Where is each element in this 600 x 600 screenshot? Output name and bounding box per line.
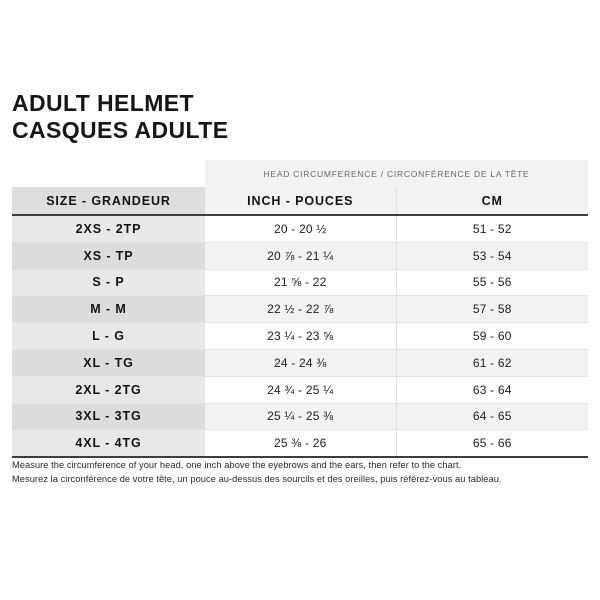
cell-cm: 64 - 65 (395, 403, 588, 431)
cell-inch: 25 ¼ - 25 ⅜ (205, 403, 396, 431)
table-head: HEAD CIRCUMFERENCE / CIRCONFÉRENCE DE LA… (12, 160, 588, 216)
cell-cm: 65 - 66 (395, 429, 588, 459)
table-row: XL - TG 24 - 24 ⅜ 61 - 62 (12, 349, 588, 377)
cell-size: 4XL - 4TG (12, 429, 205, 459)
footnote-line-english: Measure the circumference of your head, … (12, 460, 462, 470)
cell-cm: 59 - 60 (395, 322, 588, 350)
table-row: 4XL - 4TG 25 ⅜ - 26 65 - 66 (12, 429, 588, 459)
size-chart-table: HEAD CIRCUMFERENCE / CIRCONFÉRENCE DE LA… (12, 160, 588, 459)
cell-size: S - P (12, 269, 205, 297)
column-header-cm: CM (395, 187, 588, 216)
cell-inch: 22 ½ - 22 ⅞ (205, 295, 396, 324)
table-row: L - G 23 ¼ - 23 ⅝ 59 - 60 (12, 322, 588, 350)
cell-inch: 25 ⅜ - 26 (205, 429, 396, 459)
column-header-size: SIZE - GRANDEUR (12, 187, 205, 216)
span-header-row: HEAD CIRCUMFERENCE / CIRCONFÉRENCE DE LA… (12, 160, 588, 187)
cell-cm: 63 - 64 (395, 376, 588, 404)
table-row: S - P 21 ⅝ - 22 55 - 56 (12, 269, 588, 297)
span-header-spacer (12, 160, 205, 187)
cell-inch: 24 ¾ - 25 ¼ (205, 376, 396, 404)
title-line-english: ADULT HELMET (12, 90, 194, 116)
column-header-row: SIZE - GRANDEUR INCH - POUCES CM (12, 187, 588, 216)
page-title: ADULT HELMET CASQUES ADULTE (12, 90, 228, 144)
cell-size: 2XS - 2TP (12, 215, 205, 243)
cell-cm: 61 - 62 (395, 349, 588, 377)
cell-size: 3XL - 3TG (12, 403, 205, 431)
cell-inch: 20 ⅞ - 21 ¼ (205, 242, 396, 270)
table-row: 2XS - 2TP 20 - 20 ½ 51 - 52 (12, 215, 588, 243)
cell-size: 2XL - 2TG (12, 376, 205, 404)
cell-size: XS - TP (12, 242, 205, 270)
table-row: XS - TP 20 ⅞ - 21 ¼ 53 - 54 (12, 242, 588, 270)
measurement-instructions: Measure the circumference of your head, … (12, 459, 588, 486)
cell-cm: 57 - 58 (395, 295, 588, 324)
cell-size: M - M (12, 295, 205, 324)
column-header-inch: INCH - POUCES (205, 187, 396, 216)
cell-cm: 55 - 56 (395, 269, 588, 297)
cell-inch: 20 - 20 ½ (205, 215, 396, 243)
table-row: M - M 22 ½ - 22 ⅞ 57 - 58 (12, 295, 588, 324)
cell-cm: 51 - 52 (395, 215, 588, 243)
table-body: 2XS - 2TP 20 - 20 ½ 51 - 52 XS - TP 20 ⅞… (12, 215, 588, 459)
span-header-head-circumference: HEAD CIRCUMFERENCE / CIRCONFÉRENCE DE LA… (205, 160, 588, 187)
cell-size: XL - TG (12, 349, 205, 377)
cell-inch: 23 ¼ - 23 ⅝ (205, 322, 396, 350)
title-line-french: CASQUES ADULTE (12, 117, 229, 143)
cell-size: L - G (12, 322, 205, 350)
table-row: 3XL - 3TG 25 ¼ - 25 ⅜ 64 - 65 (12, 403, 588, 431)
cell-inch: 24 - 24 ⅜ (205, 349, 396, 377)
footnote-line-french: Mesurez la circonférence de votre tête, … (12, 473, 502, 484)
cell-inch: 21 ⅝ - 22 (205, 269, 396, 297)
table-row: 2XL - 2TG 24 ¾ - 25 ¼ 63 - 64 (12, 376, 588, 404)
cell-cm: 53 - 54 (395, 242, 588, 270)
